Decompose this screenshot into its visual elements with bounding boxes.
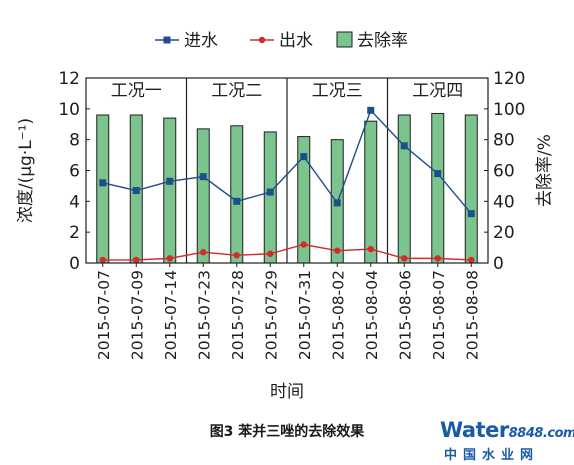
- watermark-cn: 中国水业网: [444, 448, 540, 463]
- chart-svg: 工况一 工况二 工况三 工况四0246810120204060801001202015…: [16, 31, 555, 402]
- point-effluent: [233, 252, 240, 259]
- watermark-logo: Water8848.com 中国水业网: [440, 418, 574, 463]
- point-influent: [333, 199, 341, 207]
- y-tick-label: 6: [69, 162, 80, 182]
- point-influent: [266, 188, 274, 196]
- group-label: 工况一: [111, 81, 162, 101]
- point-effluent: [133, 256, 140, 264]
- bar-removal-rate: [364, 120, 378, 264]
- group-label: 工况四: [412, 81, 463, 101]
- group-label: 工况二: [211, 81, 262, 101]
- y2-tick-label: 20: [493, 223, 515, 243]
- point-influent: [434, 170, 442, 178]
- watermark-brand: Water: [440, 418, 509, 442]
- bar-removal-rate: [397, 114, 411, 264]
- x-tick-label: 2015-07-07: [95, 270, 113, 360]
- bar-removal-rate: [263, 131, 277, 264]
- bar-removal-rate: [196, 128, 210, 264]
- point-influent: [467, 210, 475, 218]
- bar-removal-rate: [464, 114, 478, 264]
- y-axis-title: 浓度/(μg·L⁻¹): [16, 118, 36, 223]
- x-tick-label: 2015-08-07: [430, 270, 448, 360]
- y2-axis-title: 去除率/%: [535, 134, 555, 207]
- point-influent: [300, 153, 308, 161]
- legend-rate-swatch: [336, 31, 353, 48]
- y2-tick-label: 0: [493, 254, 504, 274]
- y-tick-label: 10: [58, 100, 80, 120]
- x-tick-label: 2015-08-04: [363, 270, 381, 360]
- y-tick-label: 8: [69, 131, 80, 151]
- y-tick-label: 12: [58, 69, 80, 89]
- y-tick-label: 0: [69, 254, 80, 274]
- point-effluent: [468, 256, 475, 264]
- legend-effluent-label: 出水: [279, 31, 313, 51]
- bar-removal-rate: [96, 114, 110, 264]
- watermark-num: 8848: [508, 426, 544, 441]
- x-tick-label: 2015-07-31: [296, 270, 314, 360]
- y2-tick-label: 120: [493, 69, 525, 89]
- point-influent: [367, 106, 375, 114]
- bar-removal-rate: [431, 112, 445, 264]
- point-influent: [166, 177, 174, 185]
- y2-tick-label: 100: [493, 100, 525, 120]
- y2-tick-label: 60: [493, 162, 515, 182]
- legend-effluent-marker: [258, 36, 266, 44]
- point-effluent: [401, 255, 408, 262]
- line-effluent: [102, 243, 472, 261]
- legend-influent-marker: [163, 36, 171, 44]
- point-effluent: [200, 249, 207, 256]
- x-tick-label: 2015-07-14: [162, 270, 180, 360]
- x-tick-label: 2015-07-09: [128, 270, 146, 360]
- plot-area: 工况一 工况二 工况三 工况四0246810120204060801001202015…: [16, 31, 555, 402]
- y-tick-label: 2: [69, 223, 80, 243]
- x-tick-label: 2015-08-02: [329, 270, 347, 360]
- point-influent: [99, 179, 107, 187]
- bar-removal-rate: [163, 117, 177, 264]
- x-tick-label: 2015-07-29: [262, 270, 280, 360]
- point-effluent: [334, 247, 341, 254]
- y2-tick-label: 40: [493, 192, 515, 212]
- y-tick-label: 4: [69, 192, 80, 212]
- x-axis-title: 时间: [270, 382, 304, 402]
- point-effluent: [367, 245, 374, 253]
- group-label: 工况三: [312, 81, 363, 101]
- y2-tick-label: 80: [493, 131, 515, 151]
- bar-removal-rate: [230, 125, 244, 264]
- figure-caption: 图3 苯并三唑的去除效果: [209, 424, 365, 440]
- x-tick-label: 2015-08-08: [463, 270, 481, 360]
- x-tick-label: 2015-08-06: [396, 270, 414, 360]
- point-influent: [132, 187, 140, 195]
- point-influent: [400, 142, 408, 150]
- point-effluent: [267, 250, 274, 257]
- legend-influent-label: 进水: [184, 31, 218, 51]
- legend-rate-label: 去除率: [357, 31, 408, 51]
- point-effluent: [300, 241, 307, 248]
- line-influent: [102, 109, 472, 215]
- point-effluent: [99, 256, 106, 264]
- x-tick-label: 2015-07-28: [229, 270, 247, 360]
- point-effluent: [434, 255, 441, 262]
- point-influent: [199, 173, 207, 181]
- x-tick-label: 2015-07-23: [195, 270, 213, 360]
- point-influent: [233, 197, 241, 205]
- point-effluent: [166, 255, 173, 262]
- watermark-suffix: .com: [542, 426, 574, 441]
